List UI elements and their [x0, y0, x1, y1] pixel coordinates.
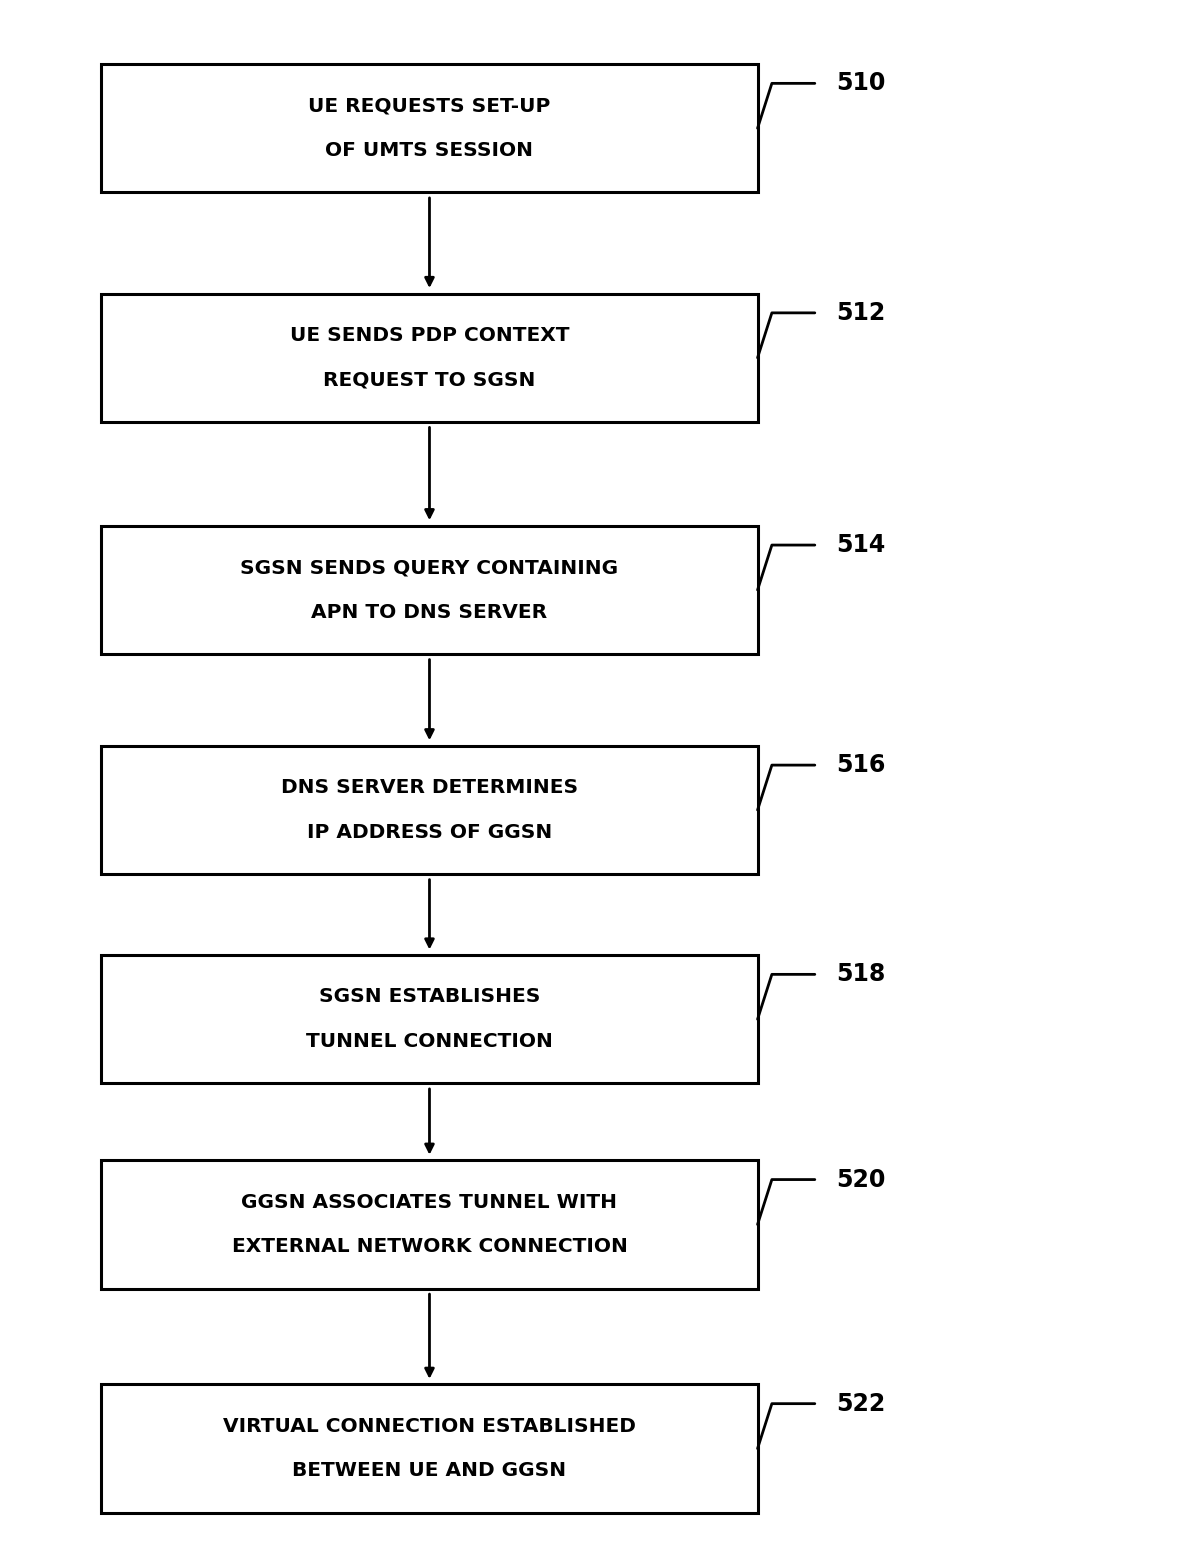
Text: 522: 522	[836, 1392, 885, 1416]
Bar	[101, 1384, 758, 1513]
Text: REQUEST TO SGSN: REQUEST TO SGSN	[323, 371, 536, 390]
Bar	[101, 745, 758, 874]
Bar	[101, 64, 758, 193]
Text: UE SENDS PDP CONTEXT: UE SENDS PDP CONTEXT	[290, 326, 569, 345]
Bar	[101, 294, 758, 421]
Text: APN TO DNS SERVER: APN TO DNS SERVER	[311, 603, 548, 622]
Text: SGSN SENDS QUERY CONTAINING: SGSN SENDS QUERY CONTAINING	[241, 557, 618, 578]
Text: IP ADDRESS OF GGSN: IP ADDRESS OF GGSN	[307, 822, 552, 843]
Text: BETWEEN UE AND GGSN: BETWEEN UE AND GGSN	[292, 1461, 567, 1480]
Text: 516: 516	[836, 753, 885, 777]
Text: 510: 510	[836, 72, 885, 96]
Text: SGSN ESTABLISHES: SGSN ESTABLISHES	[319, 988, 540, 1007]
Text: 514: 514	[836, 532, 885, 557]
Text: 512: 512	[836, 301, 885, 324]
Bar	[101, 1160, 758, 1289]
Bar	[101, 526, 758, 655]
Text: 518: 518	[836, 963, 885, 987]
Text: VIRTUAL CONNECTION ESTABLISHED: VIRTUAL CONNECTION ESTABLISHED	[223, 1417, 636, 1436]
Text: TUNNEL CONNECTION: TUNNEL CONNECTION	[307, 1032, 552, 1051]
Text: UE REQUESTS SET-UP: UE REQUESTS SET-UP	[308, 97, 551, 116]
Text: GGSN ASSOCIATES TUNNEL WITH: GGSN ASSOCIATES TUNNEL WITH	[241, 1193, 618, 1212]
Text: 520: 520	[836, 1168, 885, 1192]
Text: DNS SERVER DETERMINES: DNS SERVER DETERMINES	[280, 778, 579, 797]
Text: OF UMTS SESSION: OF UMTS SESSION	[326, 141, 533, 160]
Text: EXTERNAL NETWORK CONNECTION: EXTERNAL NETWORK CONNECTION	[231, 1237, 628, 1256]
Bar	[101, 955, 758, 1084]
